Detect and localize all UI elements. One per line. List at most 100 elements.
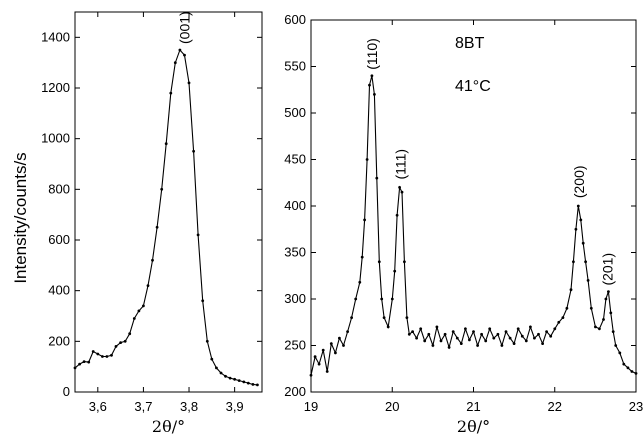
data-point — [524, 339, 528, 343]
data-point — [334, 351, 337, 355]
data-point — [370, 74, 374, 78]
x-tick-label: 3,6 — [89, 399, 107, 414]
data-point — [246, 381, 250, 385]
data-point — [123, 339, 127, 343]
y-tick-label: 1000 — [41, 131, 70, 146]
data-point — [160, 187, 164, 191]
data-point — [459, 342, 463, 345]
data-point — [233, 377, 237, 381]
y-tick-label: 600 — [48, 232, 70, 247]
data-point — [589, 306, 593, 310]
data-point — [350, 316, 353, 319]
data-point — [533, 336, 536, 340]
data-point — [584, 260, 587, 264]
x-tick-label: 22 — [548, 399, 562, 414]
data-point — [183, 53, 186, 57]
x-axis-title: 2θ/° — [152, 417, 185, 435]
data-point — [602, 318, 605, 321]
peak-label: (200) — [571, 165, 587, 198]
y-tick-label: 250 — [284, 338, 306, 353]
data-point — [435, 325, 439, 329]
data-point — [609, 311, 613, 315]
data-point — [611, 330, 615, 333]
data-point — [390, 297, 394, 301]
data-point — [386, 325, 390, 329]
data-point — [541, 342, 544, 345]
data-point — [173, 61, 177, 65]
data-point — [151, 258, 154, 262]
data-point — [427, 332, 431, 336]
data-point — [73, 366, 77, 370]
data-point — [581, 241, 585, 245]
y-tick-label: 200 — [284, 384, 306, 399]
data-point — [187, 81, 191, 85]
data-point — [512, 342, 516, 345]
data-point — [342, 344, 345, 347]
y-axis-title: Intensity/counts/s — [11, 152, 30, 283]
data-point — [164, 142, 168, 146]
y-tick-label: 400 — [284, 198, 306, 213]
data-point — [360, 255, 364, 259]
data-point — [237, 379, 241, 382]
data-point — [380, 297, 384, 301]
panel-annotation: 41°C — [455, 78, 491, 95]
data-point — [431, 344, 435, 347]
data-point — [78, 362, 81, 366]
data-point — [256, 383, 259, 387]
data-point — [537, 332, 540, 336]
x-axis-title: 2θ/° — [457, 417, 490, 435]
x-tick-label: 20 — [385, 399, 399, 414]
data-point — [309, 373, 313, 377]
data-point — [407, 332, 411, 336]
y-tick-label: 450 — [284, 152, 306, 167]
data-point — [317, 362, 321, 366]
peak-label: (001) — [176, 11, 192, 44]
data-point — [354, 297, 358, 301]
data-point — [210, 357, 214, 361]
x-tick-label: 3,9 — [226, 399, 244, 414]
data-point — [561, 316, 565, 319]
data-point — [169, 91, 173, 95]
data-point — [484, 339, 488, 343]
data-point — [492, 336, 496, 340]
data-point — [363, 218, 366, 222]
data-point — [329, 342, 333, 345]
data-point — [594, 325, 597, 329]
data-point — [586, 279, 590, 282]
data-point — [488, 327, 492, 331]
y-tick-label: 350 — [284, 245, 306, 260]
data-point — [192, 149, 196, 153]
data-point — [411, 330, 414, 333]
data-point — [96, 352, 100, 356]
data-point — [500, 344, 504, 347]
data-point — [119, 341, 122, 344]
data-point — [572, 260, 575, 264]
x-tick-label: 21 — [466, 399, 480, 414]
right-panel: 19 20 21 22 23 200 250 300 350 400 450 500 550 600 2θ/… — [284, 12, 643, 435]
data-point — [178, 48, 182, 52]
data-point — [447, 346, 451, 349]
data-point — [504, 330, 508, 333]
data-point — [618, 351, 622, 355]
x-tick-label: 23 — [629, 399, 643, 414]
data-point — [368, 83, 371, 87]
data-point — [423, 339, 427, 343]
data-point — [313, 355, 317, 359]
data-point — [215, 366, 218, 370]
data-point — [400, 190, 404, 194]
data-point — [228, 376, 232, 380]
data-point — [508, 336, 512, 340]
data-point — [365, 158, 369, 161]
y-tick-label: 0 — [63, 384, 70, 399]
data-point — [373, 93, 376, 96]
data-point — [419, 327, 423, 331]
data-point — [393, 269, 397, 273]
data-point — [196, 233, 200, 237]
y-tick-label: 200 — [48, 333, 70, 348]
data-point — [455, 336, 459, 340]
data-point — [557, 320, 561, 324]
data-point — [626, 366, 630, 370]
data-point — [472, 330, 475, 333]
data-point — [415, 336, 418, 340]
